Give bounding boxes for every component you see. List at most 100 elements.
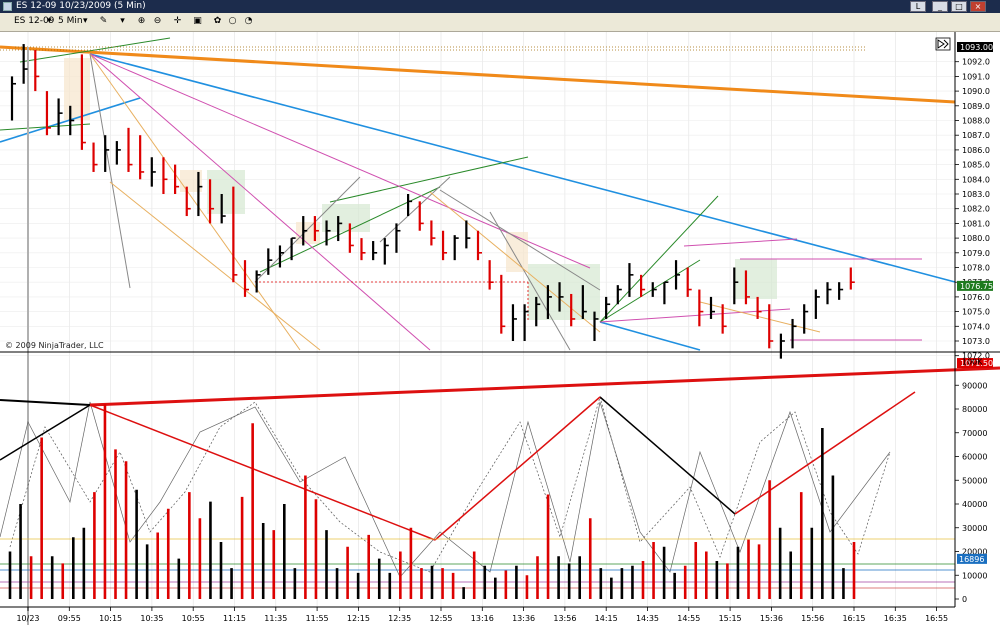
volume-bar — [705, 551, 708, 599]
volume-bar — [620, 568, 624, 599]
price-bar — [162, 157, 168, 194]
price-bar — [535, 296, 541, 327]
price-bar — [348, 223, 354, 253]
scroll-end-icon[interactable] — [935, 37, 951, 51]
draw-dropdown-icon[interactable]: ▾ — [120, 16, 125, 26]
zoom-out-icon[interactable]: ⊖ — [153, 16, 162, 26]
volume-bar — [325, 530, 328, 599]
time-tick-label: 15:56 — [801, 614, 824, 623]
chart-area[interactable]: 1072.01073.01074.01075.01076.01077.01078… — [0, 32, 1000, 625]
red-trendline — [89, 404, 436, 541]
green-line — [599, 259, 701, 323]
interval-selector[interactable]: 5 Min — [58, 16, 83, 26]
price-bar — [22, 44, 28, 84]
black-trendline — [0, 404, 91, 461]
price-bar — [278, 245, 284, 268]
maximize-button[interactable]: □ — [951, 1, 967, 12]
price-tick-label: 1074.0 — [962, 322, 990, 331]
crosshair-icon[interactable]: ✛ — [173, 16, 182, 26]
time-tick-label: 10:55 — [182, 614, 205, 623]
price-bar — [826, 282, 832, 305]
price-bar — [360, 238, 366, 261]
volume-marker-box — [957, 553, 987, 564]
price-bars — [10, 44, 855, 359]
properties-icon[interactable]: ▣ — [193, 16, 202, 26]
volume-bar — [114, 449, 117, 599]
green-line — [19, 37, 171, 63]
price-bar — [849, 267, 855, 290]
time-tick-label: 16:55 — [925, 614, 948, 623]
price-bar — [674, 260, 681, 290]
gray-line — [489, 211, 571, 351]
app-icon — [3, 2, 12, 11]
circle-icon[interactable]: ○ — [228, 16, 237, 26]
price-bar — [302, 216, 308, 246]
magenta-line — [89, 53, 591, 269]
price-tick-label: 1090.0 — [962, 87, 990, 96]
link-button[interactable]: L — [910, 1, 926, 12]
instrument-selector[interactable]: ES 12-09 — [14, 16, 55, 26]
volume-bar — [567, 563, 571, 599]
price-bar — [803, 304, 809, 334]
blue-trendline — [89, 53, 956, 283]
volume-tick-label: 90000 — [962, 381, 987, 390]
color-icon[interactable]: ✿ — [213, 16, 222, 26]
price-bar — [325, 220, 331, 246]
volume-bar — [842, 568, 845, 599]
price-marker-label: 1071.50 — [960, 359, 993, 368]
zoom-in-icon[interactable]: ⊕ — [137, 16, 146, 26]
price-bar — [628, 263, 634, 297]
instrument-dropdown-icon[interactable]: ▾ — [47, 16, 52, 26]
price-bar — [511, 304, 517, 341]
price-bar — [686, 267, 692, 297]
volume-bar — [261, 523, 265, 599]
price-marker-label: 1093.00 — [960, 43, 993, 52]
volume-bar — [588, 518, 592, 599]
red-trendline — [89, 366, 1000, 407]
volume-bar — [209, 501, 212, 599]
price-tick-label: 1075.0 — [962, 308, 990, 317]
price-tick-label: 1078.0 — [962, 264, 990, 273]
volume-bar — [494, 577, 497, 599]
volume-zigzag — [9, 395, 891, 573]
price-bar — [663, 281, 669, 305]
volume-bar — [430, 565, 434, 599]
chart-toolbar: ES 12-09 ▾ 5 Min ▾ ✎ ▾ ⊕ ⊖ ✛ ▣ ✿ ○ ◔ — [0, 13, 1000, 32]
volume-bar — [578, 556, 581, 599]
price-bar — [698, 289, 704, 327]
price-bar — [115, 141, 121, 165]
close-button[interactable]: × — [970, 1, 986, 12]
interval-dropdown-icon[interactable]: ▾ — [83, 16, 88, 26]
volume-bar — [599, 568, 603, 599]
price-tick-label: 1084.0 — [962, 175, 990, 184]
minimize-button[interactable]: _ — [932, 1, 948, 12]
volume-bar — [557, 556, 560, 599]
pencil-icon[interactable]: ✎ — [99, 16, 108, 26]
volume-bar — [72, 537, 75, 599]
volume-bar — [304, 475, 307, 599]
time-tick-label: 11:35 — [264, 614, 287, 623]
volume-bar — [166, 508, 170, 599]
volume-bar — [103, 404, 107, 599]
time-tick-label: 13:36 — [512, 614, 535, 623]
clock-icon[interactable]: ◔ — [244, 16, 253, 26]
price-bar — [407, 194, 413, 217]
black-trendline — [599, 396, 736, 515]
volume-bar — [673, 572, 676, 599]
price-bar — [267, 248, 273, 275]
price-bar — [546, 285, 552, 319]
price-bar — [709, 296, 715, 319]
time-tick-label: 14:35 — [636, 614, 659, 623]
price-bar — [779, 333, 785, 359]
volume-bar — [135, 489, 138, 599]
volume-bar — [272, 530, 276, 599]
volume-bar — [441, 568, 444, 599]
price-bar — [127, 127, 133, 172]
price-bar — [476, 230, 482, 261]
copyright-text: © 2009 NinjaTrader, LLC — [5, 341, 104, 350]
price-bar — [593, 311, 599, 341]
price-volume-chart: 1072.01073.01074.01075.01076.01077.01078… — [0, 32, 1000, 625]
tan-line — [89, 53, 301, 351]
price-bar — [616, 285, 622, 305]
volume-tick-label: 60000 — [962, 453, 987, 462]
